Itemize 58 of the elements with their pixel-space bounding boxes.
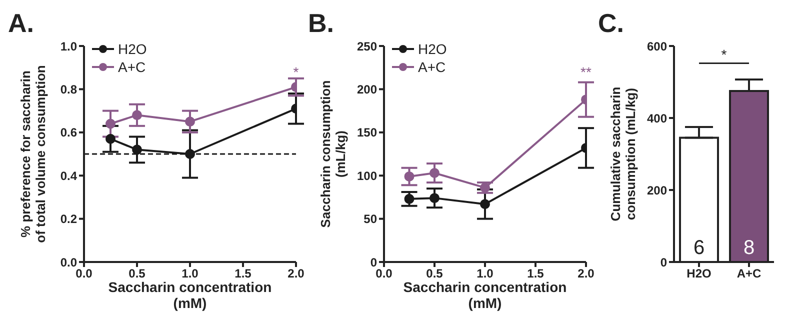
annotation: ** <box>580 64 592 80</box>
point <box>430 168 440 178</box>
legend-label: H2O <box>118 40 147 58</box>
point <box>185 116 195 127</box>
point <box>132 144 142 155</box>
point <box>480 182 490 193</box>
y-axis-title: Saccharin consumption (mL/kg) <box>318 80 348 228</box>
point <box>106 118 116 129</box>
x-tick-label: 0.0 <box>376 266 393 281</box>
point <box>106 134 116 144</box>
chart-title: A. <box>8 8 34 39</box>
x-tick-label: 1.5 <box>234 266 252 281</box>
y-tick-label: 0.4 <box>60 168 78 183</box>
point <box>132 110 142 120</box>
y-tick-label: 400 <box>646 111 668 126</box>
significance-bracket: * <box>699 46 749 64</box>
annotation: 8 <box>743 236 755 259</box>
y-tick-label: 0.8 <box>60 82 78 96</box>
x-axis-title: Saccharin concentration (mM) <box>403 279 567 312</box>
x-tick-label: 0.5 <box>128 266 146 281</box>
y-tick-label: 150 <box>356 126 378 140</box>
annotation: 6 <box>693 236 705 259</box>
legend-label: A+C <box>118 58 146 76</box>
legend-label: H2O <box>418 40 447 58</box>
x-tick-label: 2.0 <box>288 266 305 281</box>
y-tick-label: 200 <box>356 82 378 96</box>
y-tick-label: 0.0 <box>60 255 78 270</box>
point <box>404 194 414 204</box>
y-tick-label: 1.0 <box>60 39 78 54</box>
y-tick-label: 0 <box>660 255 668 270</box>
y-axis-title: % preference for saccharin of total volume consumption <box>18 65 48 243</box>
x-tick-label: 2.0 <box>578 266 595 281</box>
chart-title: C. <box>598 8 624 39</box>
y-tick-label: 100 <box>356 168 378 183</box>
y-tick-label: 0 <box>370 255 378 270</box>
point <box>480 199 490 210</box>
point <box>185 149 195 159</box>
point <box>430 193 440 204</box>
y-tick-label: 250 <box>356 39 378 54</box>
x-tick-label: 1.0 <box>182 266 199 281</box>
annotation: * <box>293 64 300 80</box>
y-tick-label: 600 <box>646 39 668 54</box>
x-tick-label: 0.5 <box>426 266 444 281</box>
x-tick-label: 0.0 <box>76 266 93 281</box>
point <box>404 171 414 182</box>
annotation: * <box>721 46 728 62</box>
y-tick-label: 0.2 <box>60 212 78 226</box>
y-tick-label: 0.6 <box>60 126 78 140</box>
x-tick-label: 1.0 <box>476 266 494 281</box>
y-tick-label: 200 <box>646 183 668 198</box>
x-tick-label: H2O <box>686 266 712 281</box>
x-tick-label: A+C <box>736 266 762 281</box>
chart-title: B. <box>308 8 334 39</box>
y-axis-title: Cumulative saccharin consumption (mL/kg) <box>608 86 638 222</box>
y-tick-label: 50 <box>364 212 378 226</box>
legend-label: A+C <box>418 58 446 76</box>
x-axis-title: Saccharin concentration (mM) <box>108 279 272 312</box>
x-tick-label: 1.5 <box>527 266 544 281</box>
